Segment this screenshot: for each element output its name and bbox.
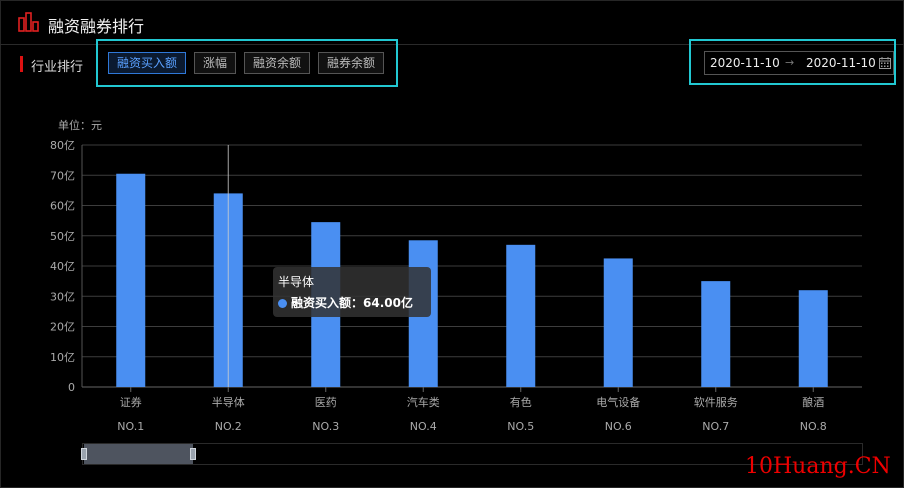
datazoom-right-handle[interactable] [190,448,196,460]
x-tick-label: 医药 [315,396,337,409]
bar-chart-icon [18,12,39,32]
rank-label: NO.7 [702,420,729,433]
y-tick-label: 10亿 [50,351,75,364]
y-tick-label: 40亿 [50,260,75,273]
date-highlight-box [689,39,896,85]
y-tick-label: 30亿 [50,290,75,303]
tab-securities-lending-balance[interactable]: 融券余额 [318,52,384,74]
y-tick-label: 0 [68,381,75,394]
tab-financing-buy[interactable]: 融资买入额 [108,52,186,74]
x-tick-label: 半导体 [212,395,245,409]
x-tick-label: 有色 [510,395,532,409]
rank-label: NO.3 [312,420,339,433]
bar [116,173,146,387]
unit-label: 单位：元 [58,119,102,132]
rank-label: NO.2 [215,420,242,433]
tooltip-series: 融资买入额 [291,296,352,310]
rank-label: NO.4 [410,420,437,433]
rank-label: NO.1 [117,420,144,433]
bar [798,290,828,387]
y-tick-label: 20亿 [50,321,75,334]
rank-label: NO.6 [605,420,632,433]
x-tick-label: 电气设备 [596,395,640,409]
y-tick-label: 70亿 [50,169,75,182]
tab-financing-balance[interactable]: 融资余额 [244,52,310,74]
x-tick-label: 证券 [120,395,142,409]
rank-label: NO.5 [507,420,534,433]
series-dot-icon [278,299,287,308]
x-tick-label: 汽车类 [407,395,440,409]
panel-header: 融资融券排行 [0,0,904,45]
tooltip-title: 半导体 [278,275,315,289]
tab-gain[interactable]: 涨幅 [194,52,236,74]
date-start-input[interactable]: 2020-11-10 [710,56,780,70]
watermark: 10Huang.CN [745,454,891,479]
y-tick-label: 80亿 [50,139,75,152]
tooltip-value: 64.00亿 [363,296,413,310]
section-label: 行业排行 [31,60,84,75]
calendar-icon[interactable] [879,57,891,69]
section-accent-bar [20,56,23,72]
tooltip-row: 融资买入额：64.00亿 [278,294,431,311]
bar [701,281,731,387]
bar [506,244,536,387]
chart-tooltip: 半导体 融资买入额：64.00亿 [273,267,431,317]
rank-label: NO.8 [800,420,827,433]
x-tick-label: 软件服务 [694,395,738,409]
page-title: 融资融券排行 [48,17,145,36]
y-tick-label: 50亿 [50,230,75,243]
date-end-input[interactable]: 2020-11-10 [806,56,876,70]
datazoom-left-handle[interactable] [81,448,87,460]
x-tick-label: 酿酒 [802,395,824,409]
y-tick-label: 60亿 [50,200,75,213]
bar [603,258,633,387]
date-separator: → [785,56,795,69]
tabs-highlight-box [96,39,398,87]
datazoom-window[interactable] [84,444,193,464]
date-range-picker[interactable]: 2020-11-10 → 2020-11-10 [704,51,894,75]
